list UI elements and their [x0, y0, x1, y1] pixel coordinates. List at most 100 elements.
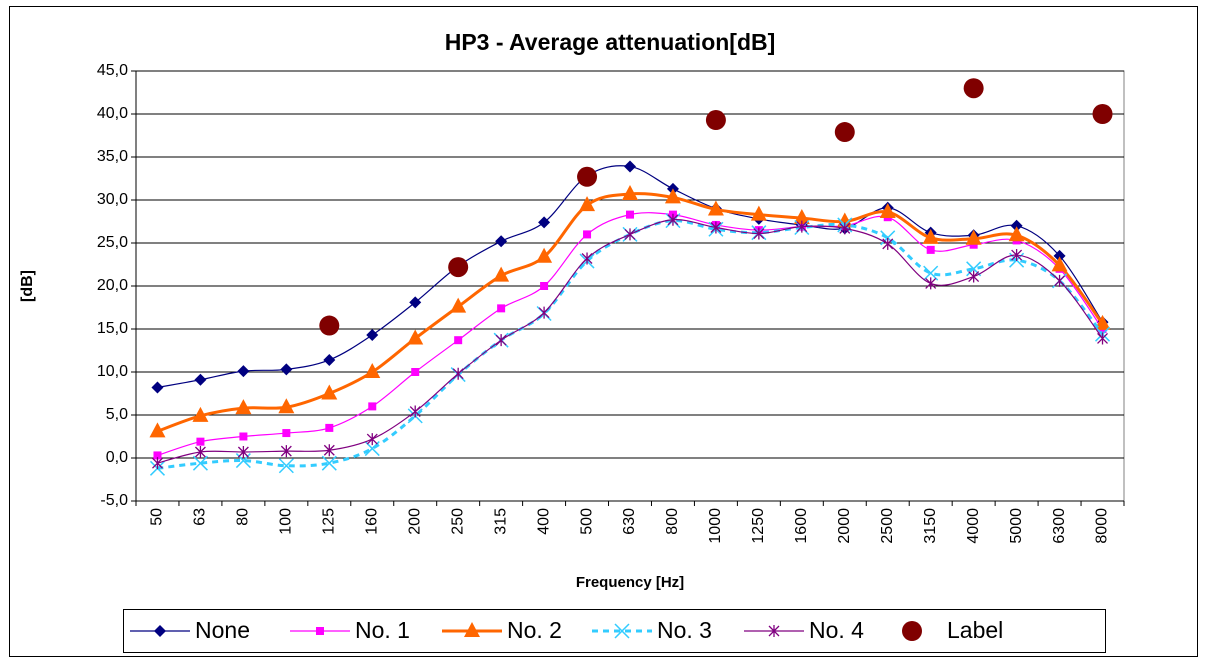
y-tick-label: -5,0: [100, 492, 128, 509]
marker: [1054, 274, 1066, 287]
marker: [323, 353, 336, 366]
marker: [323, 444, 335, 457]
marker: [926, 245, 935, 254]
marker: [409, 405, 421, 418]
marker: [796, 220, 808, 233]
marker: [536, 247, 553, 263]
marker: [450, 297, 467, 313]
marker: [710, 221, 722, 234]
marker: [366, 433, 378, 446]
marker: [750, 205, 767, 221]
marker: [925, 277, 937, 290]
x-tick-label: 250: [449, 508, 466, 535]
y-tick-label: 35,0: [97, 148, 128, 165]
marker: [154, 625, 166, 637]
marker: [152, 457, 163, 470]
marker: [235, 399, 252, 415]
x-tick-label: 630: [621, 508, 638, 535]
x-tick-label: 100: [278, 508, 295, 535]
x-tick-label: 50: [149, 508, 166, 526]
marker: [366, 329, 379, 342]
x-tick-label: 1000: [707, 508, 724, 544]
x-tick-label: 80: [235, 508, 252, 526]
x-tick-label: 2500: [879, 508, 896, 544]
marker: [321, 455, 337, 471]
marker: [1051, 256, 1068, 272]
marker: [768, 625, 780, 637]
legend-label: No. 3: [657, 617, 712, 643]
series-line: [157, 219, 1104, 470]
marker: [454, 336, 463, 345]
marker: [626, 210, 634, 219]
x-tick-label: 1250: [750, 508, 767, 544]
marker: [319, 315, 340, 336]
x-tick-label: 4000: [965, 508, 982, 544]
legend-label: No. 2: [507, 617, 562, 643]
marker: [452, 367, 464, 380]
marker: [321, 384, 338, 400]
legend-label: Label: [947, 617, 1003, 643]
marker: [411, 368, 420, 376]
x-tick-label: 1600: [793, 508, 810, 544]
x-tick-label: 125: [321, 508, 338, 535]
y-tick-label: 10,0: [97, 363, 128, 380]
chart-title: HP3 - Average attenuation[dB]: [445, 29, 776, 55]
marker: [622, 184, 638, 200]
y-tick-label: 45,0: [97, 62, 128, 79]
marker: [614, 623, 630, 639]
y-axis-title: [dB]: [19, 270, 36, 302]
marker: [882, 237, 894, 250]
marker: [364, 363, 381, 378]
marker: [239, 432, 248, 441]
x-tick-label: 5000: [1008, 508, 1025, 544]
marker: [192, 455, 208, 471]
x-tick-label: 800: [664, 508, 681, 535]
marker: [448, 257, 469, 278]
x-tick-label: 200: [406, 508, 423, 535]
marker: [1010, 219, 1023, 232]
marker: [495, 334, 507, 347]
x-tick-label: 2000: [836, 508, 853, 544]
legend-label: None: [195, 617, 250, 643]
marker: [495, 235, 508, 248]
x-tick-label: 315: [492, 508, 509, 535]
y-tick-label: 20,0: [97, 277, 128, 294]
marker: [966, 261, 982, 277]
marker: [753, 227, 765, 240]
marker: [1094, 314, 1111, 330]
marker: [151, 381, 164, 394]
y-tick-label: 25,0: [97, 234, 128, 251]
marker: [282, 429, 291, 438]
marker: [963, 78, 984, 99]
marker: [153, 451, 162, 460]
marker: [1008, 226, 1025, 242]
marker: [879, 203, 896, 219]
marker: [968, 270, 980, 283]
marker: [581, 252, 593, 265]
marker: [149, 422, 166, 438]
marker: [325, 423, 334, 432]
marker: [793, 209, 810, 225]
x-tick-label: 160: [363, 508, 380, 535]
marker: [579, 196, 596, 212]
marker: [237, 445, 249, 458]
marker: [707, 200, 724, 216]
marker: [493, 266, 510, 282]
marker: [1092, 104, 1113, 124]
x-axis-title: Frequency [Hz]: [576, 574, 684, 591]
x-tick-label: 6300: [1051, 508, 1068, 544]
marker: [624, 160, 636, 173]
y-tick-label: 15,0: [97, 320, 128, 337]
marker: [902, 621, 922, 641]
legend-label: No. 1: [355, 617, 410, 643]
marker: [237, 365, 250, 378]
marker: [538, 216, 551, 229]
marker: [965, 229, 982, 245]
marker: [278, 398, 295, 414]
marker: [368, 402, 377, 411]
x-tick-label: 400: [535, 508, 552, 535]
marker: [664, 188, 681, 204]
marker: [192, 406, 209, 422]
marker: [839, 222, 851, 235]
